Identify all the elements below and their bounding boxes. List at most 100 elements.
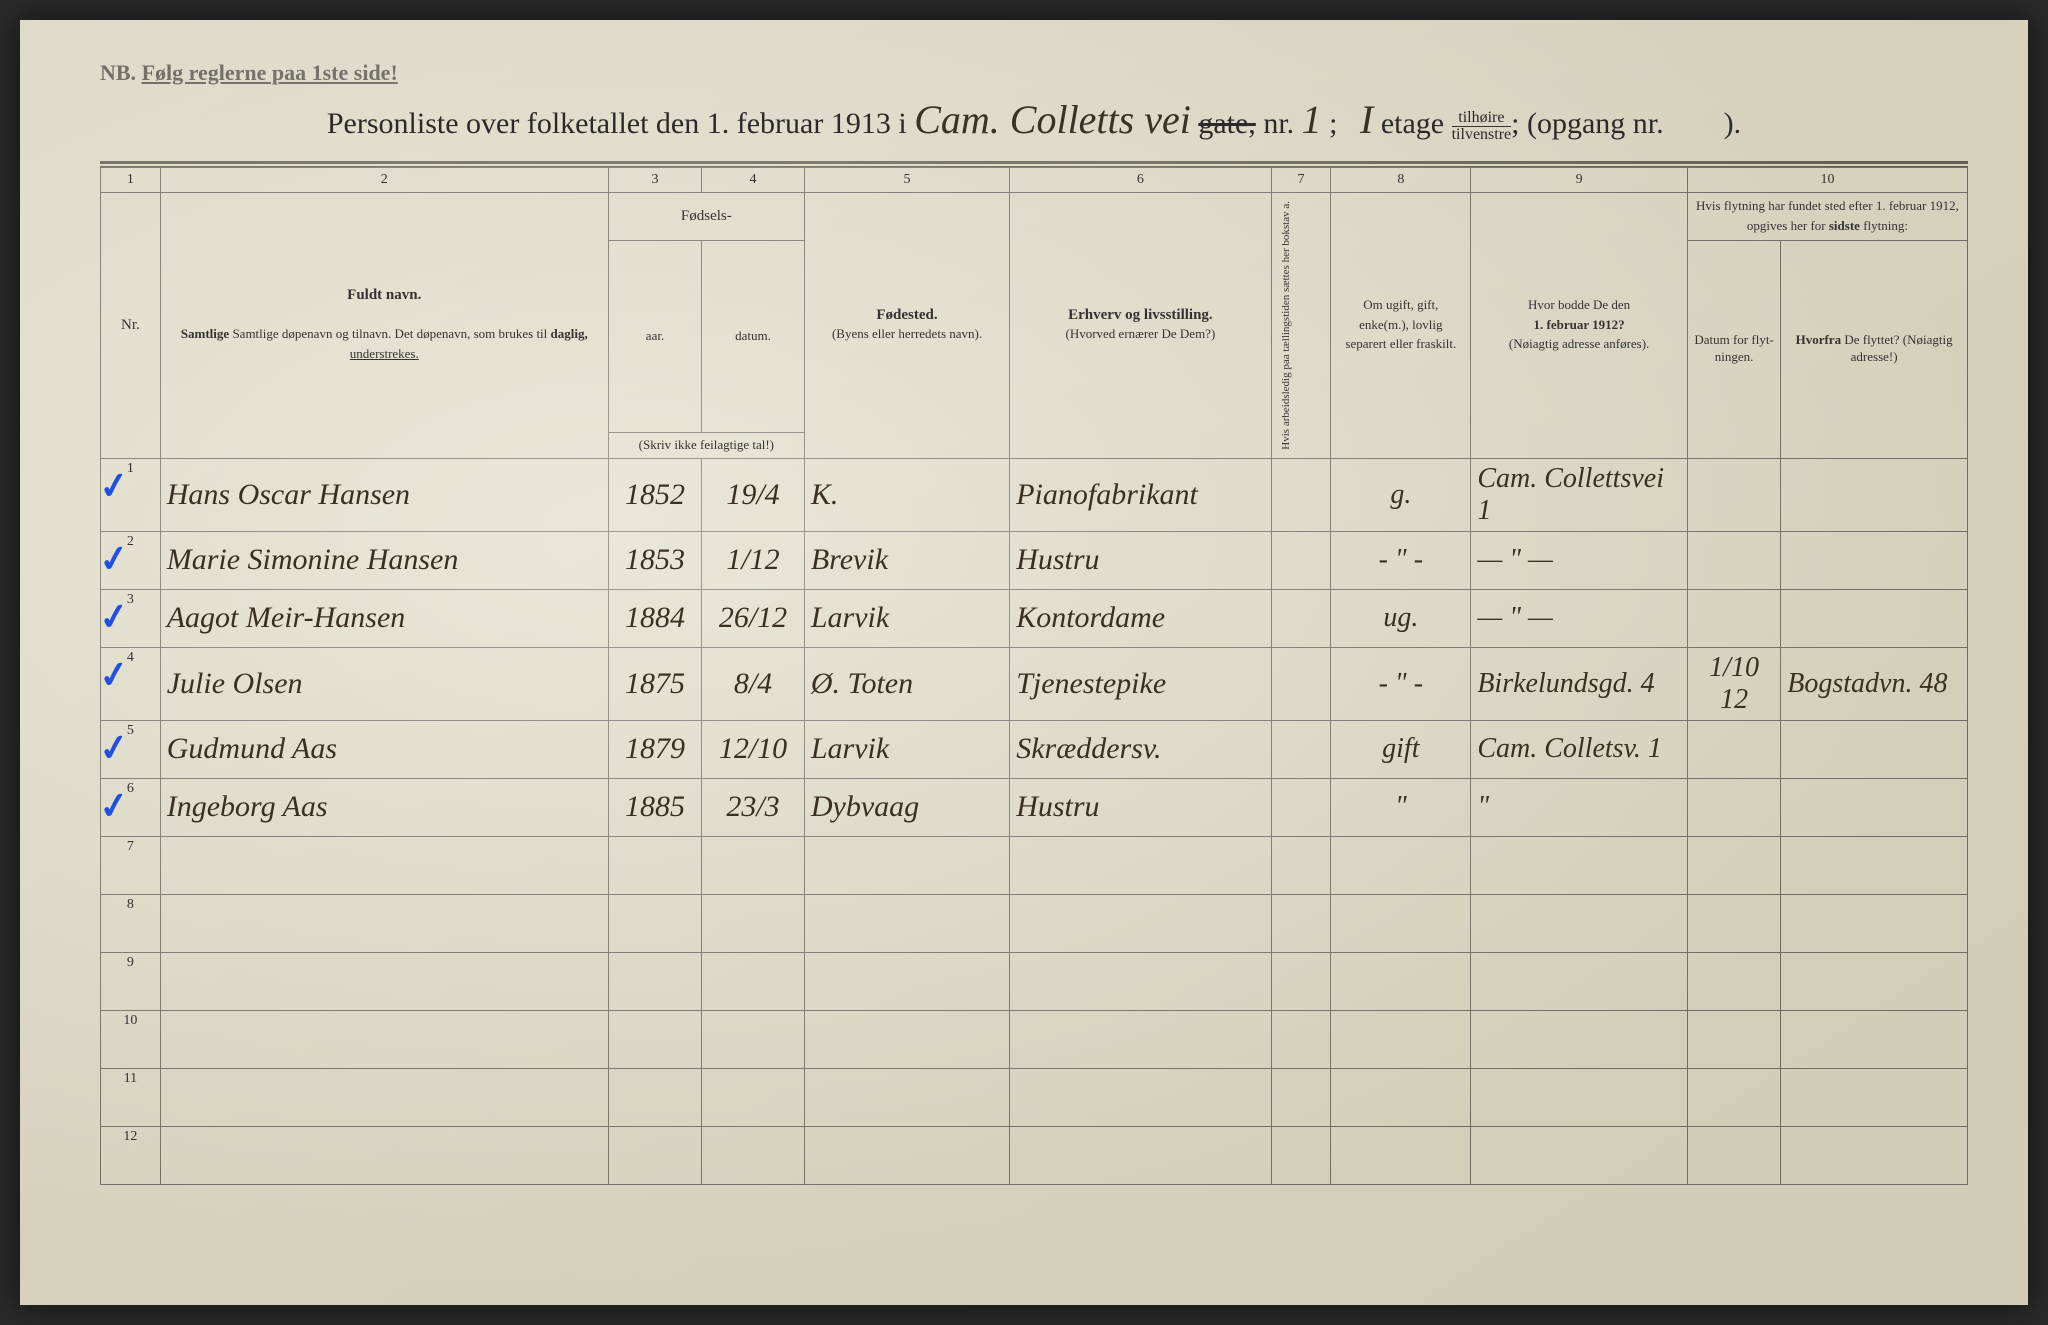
cell-movefrom bbox=[1781, 778, 1968, 836]
cell-status: ug. bbox=[1331, 589, 1471, 647]
cell-status: gift bbox=[1331, 720, 1471, 778]
colnum-4: 4 bbox=[702, 168, 805, 193]
cell-year: 1885 bbox=[608, 778, 701, 836]
cell-occupation: Hustru bbox=[1010, 531, 1271, 589]
table-row-blank: 11 bbox=[101, 1068, 1968, 1126]
title-etage-label: etage bbox=[1381, 107, 1444, 140]
checkmark-icon: ✓ bbox=[96, 725, 132, 771]
cell-status: - " - bbox=[1331, 647, 1471, 720]
cell-movedate bbox=[1687, 778, 1780, 836]
cell-status: " bbox=[1331, 778, 1471, 836]
colnum-5: 5 bbox=[804, 168, 1009, 193]
hdr-aar: aar. bbox=[608, 241, 701, 433]
cell-place: K. bbox=[804, 458, 1009, 531]
cell-place: Ø. Toten bbox=[804, 647, 1009, 720]
colnum-3: 3 bbox=[608, 168, 701, 193]
checkmark-icon: ✓ bbox=[96, 536, 132, 582]
cell-c7 bbox=[1271, 720, 1331, 778]
cell-movedate bbox=[1687, 720, 1780, 778]
hdr-fodsels: Fødsels- bbox=[608, 193, 804, 241]
cell-name: Gudmund Aas bbox=[160, 720, 608, 778]
colnum-8: 8 bbox=[1331, 168, 1471, 193]
hdr-col9: Hvor bodde De den 1. februar 1912? (Nøia… bbox=[1471, 193, 1688, 459]
cell-occupation: Skræddersv. bbox=[1010, 720, 1271, 778]
cell-addr1912: — " — bbox=[1471, 531, 1688, 589]
cell-year: 1875 bbox=[608, 647, 701, 720]
row-nr: ✓3 bbox=[101, 589, 161, 647]
cell-occupation: Kontordame bbox=[1010, 589, 1271, 647]
hdr-col8: Om ugift, gift, enke(m.), lovlig separer… bbox=[1331, 193, 1471, 459]
cell-occupation: Tjenestepike bbox=[1010, 647, 1271, 720]
cell-date: 26/12 bbox=[702, 589, 805, 647]
nb-line: NB. Følg reglerne paa 1ste side! bbox=[100, 60, 1968, 86]
table-row: ✓3 Aagot Meir-Hansen 1884 26/12 Larvik K… bbox=[101, 589, 1968, 647]
hdr-col10-top: Hvis flytning har fundet sted efter 1. f… bbox=[1687, 193, 1967, 241]
colnum-2: 2 bbox=[160, 168, 608, 193]
cell-movedate: 1/10 12 bbox=[1687, 647, 1780, 720]
table-row-blank: 10 bbox=[101, 1010, 1968, 1068]
row-nr: ✓4 bbox=[101, 647, 161, 720]
cell-movefrom bbox=[1781, 458, 1968, 531]
frac-bot: tilvenstre bbox=[1452, 127, 1512, 143]
title-street: Cam. Colletts vei bbox=[914, 97, 1191, 142]
title-opgang-end: ). bbox=[1724, 107, 1742, 140]
title-gate-struck: gate, bbox=[1198, 107, 1255, 140]
nb-text: Følg reglerne paa 1ste side! bbox=[142, 60, 398, 85]
row-nr: ✓6 bbox=[101, 778, 161, 836]
row-nr: 11 bbox=[101, 1068, 161, 1126]
cell-occupation: Hustru bbox=[1010, 778, 1271, 836]
cell-date: 12/10 bbox=[702, 720, 805, 778]
cell-movedate bbox=[1687, 531, 1780, 589]
colnum-6: 6 bbox=[1010, 168, 1271, 193]
row-nr: 9 bbox=[101, 952, 161, 1010]
cell-name: Aagot Meir-Hansen bbox=[160, 589, 608, 647]
cell-place: Larvik bbox=[804, 589, 1009, 647]
colnum-9: 9 bbox=[1471, 168, 1688, 193]
census-table: 1 2 3 4 5 6 7 8 9 10 Nr. Fuldt navn. Sam… bbox=[100, 167, 1968, 1185]
cell-status: - " - bbox=[1331, 531, 1471, 589]
hdr-col10b: Hvorfra De flyttet? (Nøiagtig adresse!) bbox=[1781, 241, 1968, 459]
frac-top: tilhøire bbox=[1452, 110, 1512, 127]
cell-movedate bbox=[1687, 589, 1780, 647]
table-row: ✓6 Ingeborg Aas 1885 23/3 Dybvaag Hustru… bbox=[101, 778, 1968, 836]
title-nr-value: 1 bbox=[1302, 97, 1322, 142]
cell-c7 bbox=[1271, 647, 1331, 720]
cell-date: 23/3 bbox=[702, 778, 805, 836]
hdr-col7: Hvis arbeidsledig paa tællingstiden sætt… bbox=[1271, 193, 1331, 459]
cell-addr1912: — " — bbox=[1471, 589, 1688, 647]
cell-place: Brevik bbox=[804, 531, 1009, 589]
title-opgang: (opgang nr. bbox=[1527, 107, 1664, 140]
title-sep: ; bbox=[1329, 107, 1337, 140]
colnum-1: 1 bbox=[101, 168, 161, 193]
hdr-nr: Nr. bbox=[101, 193, 161, 459]
hdr-aar-sub: (Skriv ikke feilagtige tal!) bbox=[608, 432, 804, 458]
table-row: ✓4 Julie Olsen 1875 8/4 Ø. Toten Tjenest… bbox=[101, 647, 1968, 720]
hdr-col10a: Datum for flyt-ningen. bbox=[1687, 241, 1780, 459]
row-nr: ✓2 bbox=[101, 531, 161, 589]
hdr-erhverv: Erhverv og livsstilling. (Hvorved ernære… bbox=[1010, 193, 1271, 459]
colnum-7: 7 bbox=[1271, 168, 1331, 193]
checkmark-icon: ✓ bbox=[96, 783, 132, 829]
table-row-blank: 8 bbox=[101, 894, 1968, 952]
cell-c7 bbox=[1271, 531, 1331, 589]
hdr-name-b: Fuldt navn. bbox=[347, 287, 421, 303]
title-etage-value: I bbox=[1360, 97, 1373, 142]
colnum-10: 10 bbox=[1687, 168, 1967, 193]
nb-prefix: NB. bbox=[100, 60, 136, 85]
cell-place: Dybvaag bbox=[804, 778, 1009, 836]
cell-movefrom bbox=[1781, 720, 1968, 778]
header-row-1: Nr. Fuldt navn. Samtlige Samtlige døpena… bbox=[101, 193, 1968, 241]
table-row-blank: 9 bbox=[101, 952, 1968, 1010]
cell-c7 bbox=[1271, 778, 1331, 836]
cell-occupation: Pianofabrikant bbox=[1010, 458, 1271, 531]
checkmark-icon: ✓ bbox=[96, 594, 132, 640]
cell-c7 bbox=[1271, 458, 1331, 531]
row-nr: ✓1 bbox=[101, 458, 161, 531]
cell-date: 19/4 bbox=[702, 458, 805, 531]
row-nr: 7 bbox=[101, 836, 161, 894]
cell-year: 1853 bbox=[608, 531, 701, 589]
table-row: ✓5 Gudmund Aas 1879 12/10 Larvik Skrædde… bbox=[101, 720, 1968, 778]
cell-addr1912: Birkelundsgd. 4 bbox=[1471, 647, 1688, 720]
row-nr: 8 bbox=[101, 894, 161, 952]
cell-movefrom bbox=[1781, 531, 1968, 589]
